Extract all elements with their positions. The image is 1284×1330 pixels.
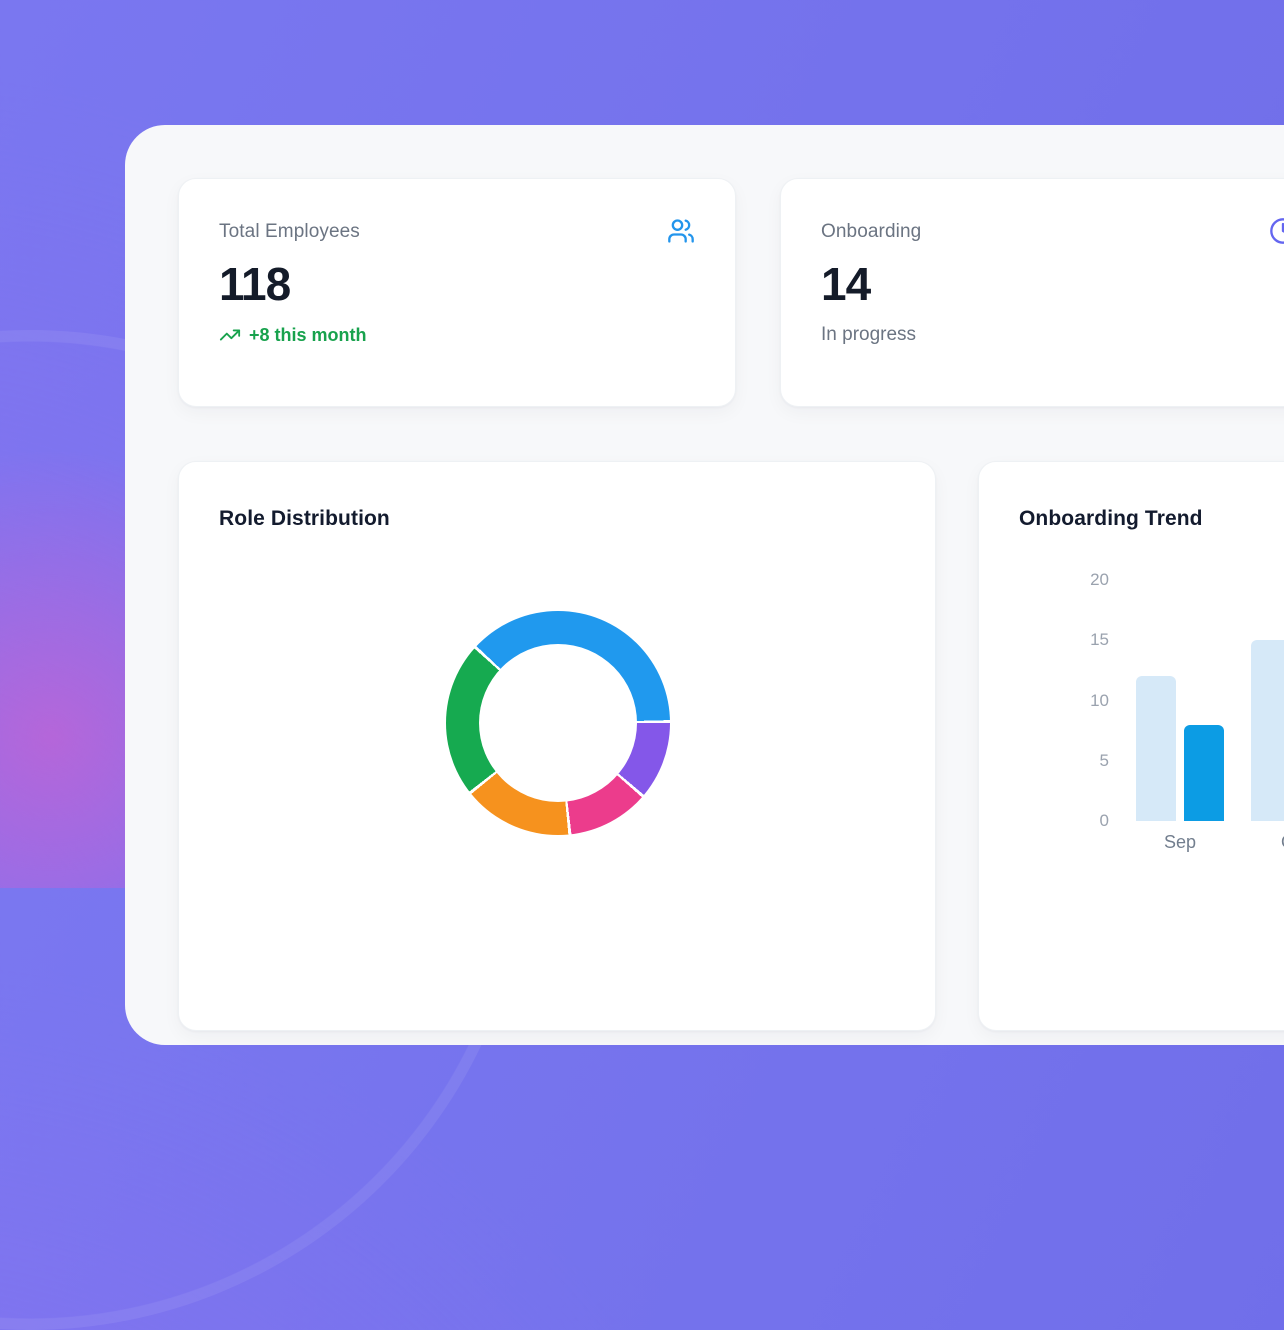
total-employees-label: Total Employees <box>219 221 360 242</box>
onboarding-value: 14 <box>821 258 871 310</box>
onboarding-trend-bar-chart[interactable]: 0 5 10 15 20 Sep Oct <box>979 462 1284 1030</box>
x-axis-label-sep: Sep <box>1163 832 1197 852</box>
total-employees-value: 118 <box>219 258 291 310</box>
bar-oct-series-1[interactable] <box>1251 640 1284 821</box>
clock-icon <box>1269 217 1284 245</box>
bar-sep-series-2[interactable] <box>1184 724 1224 821</box>
x-axis-label-oct: Oct <box>1251 831 1284 853</box>
dashboard-panel: Total Employees 118 +8 this month <box>125 125 1284 1045</box>
donut-hole <box>479 644 637 802</box>
onboarding-label: Onboarding <box>821 221 922 242</box>
total-employees-trend: +8 this month <box>219 324 695 346</box>
role-distribution-donut-chart[interactable] <box>446 611 670 835</box>
y-axis-tick-label: 20 <box>1090 570 1109 589</box>
trending-up-icon <box>219 324 241 346</box>
stat-card-total-employees: Total Employees 118 +8 this month <box>178 178 736 407</box>
onboarding-trend-title: Onboarding Trend <box>1019 507 1203 530</box>
y-axis-tick-label: 10 <box>1090 690 1109 710</box>
y-axis-tick-label: 0 <box>1099 811 1109 830</box>
onboarding-trend-card: Onboarding Trend 0 5 10 15 20 Sep Oct <box>978 461 1284 1031</box>
stat-card-onboarding: Onboarding 14 In progress <box>780 178 1284 407</box>
role-distribution-card: Role Distribution <box>178 461 936 1031</box>
total-employees-trend-text: +8 this month <box>249 324 367 345</box>
role-distribution-title: Role Distribution <box>219 507 390 530</box>
y-axis-tick-label: 15 <box>1090 630 1109 650</box>
onboarding-subtext: In progress <box>821 324 917 345</box>
bar-sep-series-1[interactable] <box>1136 676 1176 821</box>
y-axis-tick-label: 5 <box>1099 750 1109 770</box>
users-icon <box>667 217 695 245</box>
